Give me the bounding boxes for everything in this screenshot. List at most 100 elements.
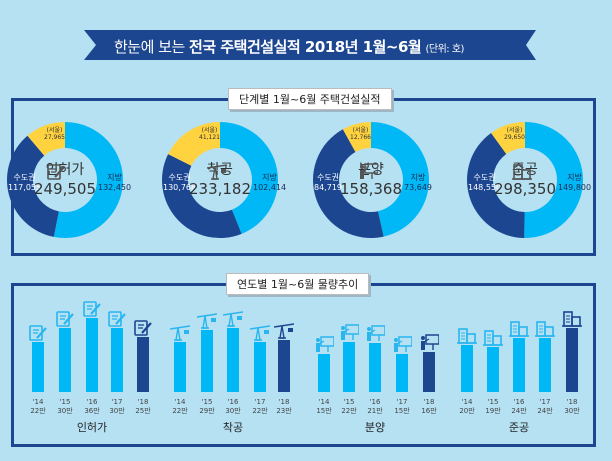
seoul-label-name: (서울) bbox=[201, 127, 218, 134]
donut-segment-capital bbox=[6, 135, 59, 237]
trend-panel-label: 연도별 1월~6월 물량추이 bbox=[226, 273, 370, 295]
seoul-label-name: (서울) bbox=[506, 127, 523, 134]
donut-center: 준공 298,350 bbox=[460, 159, 590, 198]
value-label: 22만 bbox=[172, 407, 188, 415]
year-label: '17 bbox=[254, 398, 266, 406]
document-pen-icon bbox=[133, 318, 153, 340]
bar-label: '17 22만 bbox=[245, 398, 275, 416]
title-banner: 한눈에 보는 전국 주택건설실적 2018년 1월~6월 (단위: 호) bbox=[84, 30, 536, 60]
capital-label: 수도권 84,719 bbox=[314, 173, 342, 193]
ribbon-shape bbox=[84, 30, 536, 60]
value-label: 21만 bbox=[367, 407, 383, 415]
bar-착공-'17 bbox=[254, 341, 266, 392]
donut-segment-seoul bbox=[342, 122, 371, 153]
provinces-value: 102,414 bbox=[253, 183, 287, 192]
stage-total: 249,505 bbox=[33, 180, 97, 198]
year-label: '18 bbox=[566, 398, 578, 406]
year-label: '18 bbox=[278, 398, 290, 406]
seoul-value: 29,650 bbox=[504, 134, 525, 141]
year-label: '14 bbox=[174, 398, 186, 406]
value-label: 22만 bbox=[341, 407, 357, 415]
capital-label-name: 수도권 bbox=[316, 173, 340, 182]
value-label: 23만 bbox=[276, 407, 292, 415]
group-label: 인허가 bbox=[76, 421, 108, 434]
donut-착공: 수도권 130,768 지방 102,414 (서울) 41,121 착공 233,18… bbox=[155, 115, 287, 245]
seoul-value: 41,121 bbox=[199, 134, 220, 141]
value-label: 36만 bbox=[84, 407, 100, 415]
presenter-board-icon bbox=[419, 333, 440, 355]
donut-segment-provinces bbox=[53, 122, 123, 238]
bar-label: '16 30만 bbox=[218, 398, 248, 416]
group-label: 분양 bbox=[364, 421, 386, 434]
document-pen-icon bbox=[28, 323, 48, 345]
crane-icon bbox=[222, 309, 244, 331]
bar-준공-'16 bbox=[513, 338, 525, 392]
year-label: '18 bbox=[137, 398, 149, 406]
seoul-value: 27,965 bbox=[44, 134, 65, 141]
document-pen-icon bbox=[82, 299, 102, 321]
donut-segment-seoul bbox=[27, 122, 65, 156]
seoul-value: 12,766 bbox=[350, 134, 371, 141]
value-label: 22만 bbox=[30, 407, 46, 415]
bar-인허가-'18 bbox=[137, 336, 149, 392]
stage-total: 233,182 bbox=[188, 180, 252, 198]
bar-인허가-'16 bbox=[86, 317, 98, 392]
year-label: '16 bbox=[369, 398, 381, 406]
presenter-board-icon bbox=[392, 335, 413, 357]
bar-label: '16 36만 bbox=[77, 398, 107, 416]
capital-label: 수도권 117,055 bbox=[8, 173, 41, 193]
value-label: 19만 bbox=[485, 407, 501, 415]
buildings-icon bbox=[483, 328, 503, 350]
year-label: '15 bbox=[201, 398, 213, 406]
donut-center: 착공 233,182 bbox=[155, 159, 285, 198]
value-label: 30만 bbox=[109, 407, 125, 415]
provinces-label-name: 지방 bbox=[410, 173, 426, 182]
year-label: '15 bbox=[59, 398, 71, 406]
bar-label: '18 30만 bbox=[557, 398, 587, 416]
presenter-board-icon bbox=[339, 323, 360, 345]
bar-착공-'18 bbox=[278, 339, 290, 392]
bar-준공-'18 bbox=[566, 328, 578, 392]
group-label: 준공 bbox=[508, 421, 530, 434]
provinces-label-name: 지방 bbox=[107, 173, 122, 182]
bar-label: '15 22만 bbox=[334, 398, 364, 416]
donut-segment-seoul bbox=[491, 122, 525, 155]
bar-label: '15 19만 bbox=[478, 398, 508, 416]
bar-준공-'15 bbox=[487, 346, 499, 392]
provinces-label: 지방 73,649 bbox=[404, 173, 432, 193]
year-label: '15 bbox=[343, 398, 355, 406]
stage-name: 인허가 bbox=[45, 162, 85, 178]
capital-label-name: 수도권 bbox=[473, 173, 496, 182]
value-label: 29만 bbox=[199, 407, 215, 415]
bar-인허가-'17 bbox=[111, 328, 123, 392]
value-label: 16만 bbox=[421, 407, 437, 415]
donut-분양: 수도권 84,719 지방 73,649 (서울) 12,766 분양 158,368 bbox=[306, 115, 436, 245]
bar-label: '16 21만 bbox=[360, 398, 390, 416]
bar-분양-'17 bbox=[396, 353, 408, 392]
value-label: 15만 bbox=[316, 407, 332, 415]
provinces-label: 지방 132,450 bbox=[98, 173, 131, 193]
stage-panel-label: 단계별 1월~6월 주택건설실적 bbox=[228, 88, 392, 110]
bar-label: '18 16만 bbox=[414, 398, 444, 416]
buildings-icon bbox=[535, 319, 555, 341]
year-label: '17 bbox=[539, 398, 551, 406]
year-label: '15 bbox=[487, 398, 499, 406]
bar-착공-'14 bbox=[174, 341, 186, 392]
crane-icon bbox=[196, 311, 218, 333]
value-label: 24만 bbox=[511, 407, 527, 415]
bar-분양-'14 bbox=[318, 353, 330, 392]
crane-icon bbox=[169, 323, 191, 345]
year-label: '14 bbox=[318, 398, 330, 406]
bar-label: '17 30만 bbox=[102, 398, 132, 416]
donut-center: 인허가 249,505 bbox=[0, 159, 130, 198]
donut-segment-provinces bbox=[524, 122, 584, 238]
donut-segment-capital bbox=[313, 129, 384, 238]
provinces-label-name: 지방 bbox=[567, 173, 582, 182]
buildings-icon bbox=[509, 319, 529, 341]
seoul-label: (서울) 27,965 bbox=[44, 127, 65, 141]
donut-인허가: 수도권 117,055 지방 132,450 (서울) 27,965 인허가 249,5… bbox=[0, 115, 131, 245]
buildings-icon bbox=[562, 309, 582, 331]
presenter-board-icon bbox=[314, 335, 335, 357]
capital-value: 84,719 bbox=[314, 183, 342, 192]
